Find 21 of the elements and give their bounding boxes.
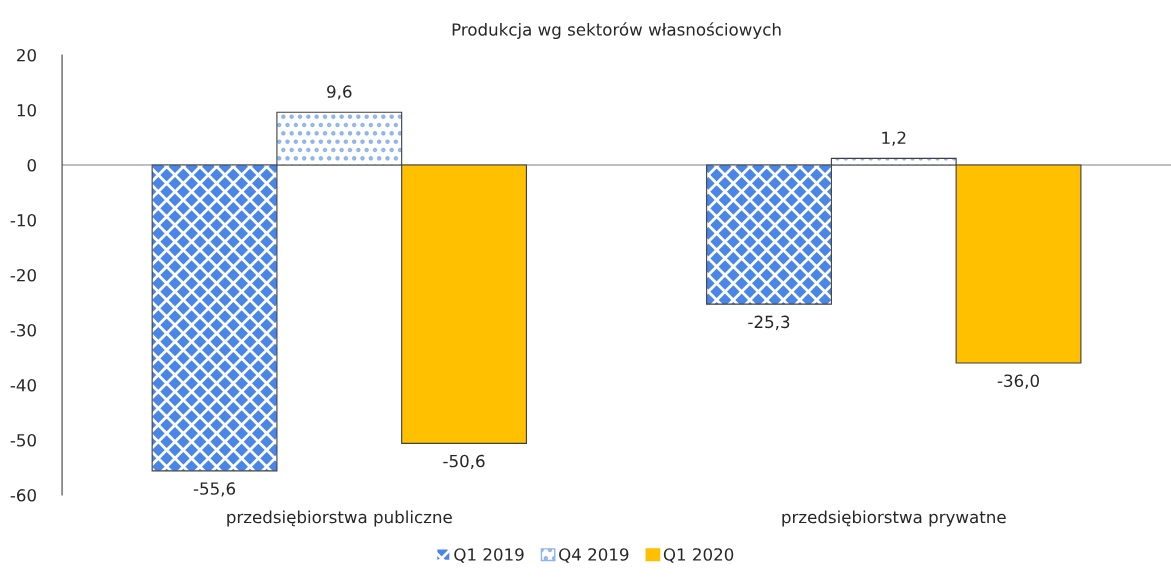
data-label: -50,6 [443, 454, 485, 470]
legend-label: Q1 2019 [454, 548, 524, 563]
y-tick-label: 10 [17, 103, 36, 117]
data-label: 1,2 [882, 131, 906, 146]
y-tick-label: -60 [10, 489, 36, 502]
y-tick-label: -40 [10, 379, 36, 392]
y-tick-label: -10 [10, 213, 36, 227]
x-tick-label: przedsiębiorstwa publiczne [227, 510, 452, 527]
y-tick-label: -20 [10, 268, 36, 282]
x-tick-label: przedsiębiorstwa prywatne [782, 510, 1006, 527]
y-tick-label: -30 [10, 323, 36, 337]
y-tick-label: 0 [27, 158, 36, 172]
chart-title: Produkcja wg sektorów własnościowych [452, 22, 781, 40]
y-tick-label: -50 [10, 434, 36, 447]
data-label: -55,6 [193, 482, 236, 497]
legend-label: Q4 2019 [559, 548, 629, 563]
y-tick-label: 20 [17, 48, 36, 62]
data-label: -25,3 [748, 315, 790, 330]
legend-label: Q1 2020 [663, 548, 734, 563]
data-label: 9,6 [327, 85, 352, 100]
data-label: -36,0 [997, 374, 1039, 389]
